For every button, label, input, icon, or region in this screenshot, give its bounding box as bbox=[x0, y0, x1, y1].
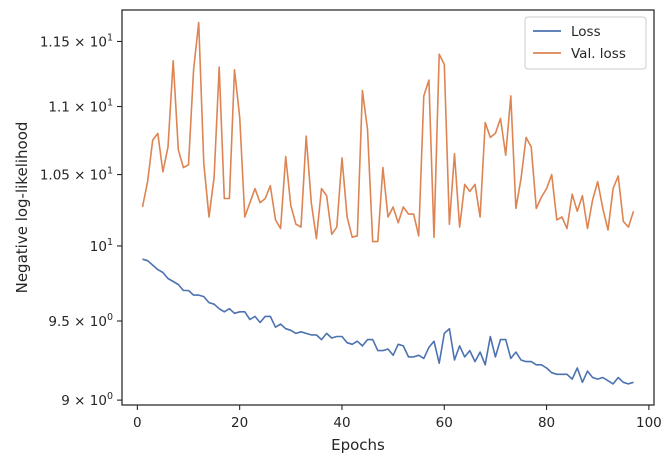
x-tick-label: 60 bbox=[436, 415, 453, 431]
legend-label: Loss bbox=[571, 24, 601, 40]
series-line-loss bbox=[142, 258, 634, 385]
legend-frame bbox=[524, 16, 647, 70]
series-layer bbox=[141, 21, 635, 385]
x-tick-label: 20 bbox=[231, 415, 248, 431]
y-tick-label: 9.5 × 100 bbox=[48, 312, 113, 330]
legend: Loss Val. loss bbox=[524, 16, 647, 70]
y-tick-label: 9 × 100 bbox=[61, 391, 113, 409]
y-tick-label: 1.05 × 101 bbox=[40, 166, 113, 184]
x-axis: 0 20 40 60 80 100 bbox=[133, 405, 662, 431]
series-line-val-loss bbox=[141, 21, 635, 243]
y-tick-label: 1.1 × 101 bbox=[48, 98, 113, 116]
x-tick-label: 80 bbox=[538, 415, 555, 431]
y-tick-label: 101 bbox=[90, 237, 113, 255]
x-tick-label: 100 bbox=[636, 415, 662, 431]
y-tick-label: 1.15 × 101 bbox=[40, 32, 113, 50]
plot-area-frame bbox=[121, 9, 655, 406]
legend-label: Val. loss bbox=[571, 46, 626, 62]
x-axis-label: Epochs bbox=[331, 436, 385, 454]
y-axis: 9 × 100 9.5 × 100 101 1.05 × 101 1.1 × 101 1.… bbox=[40, 32, 122, 409]
x-tick-label: 40 bbox=[333, 415, 350, 431]
y-axis-label: Negative log-likelihood bbox=[13, 122, 31, 294]
x-tick-label: 0 bbox=[133, 415, 142, 431]
